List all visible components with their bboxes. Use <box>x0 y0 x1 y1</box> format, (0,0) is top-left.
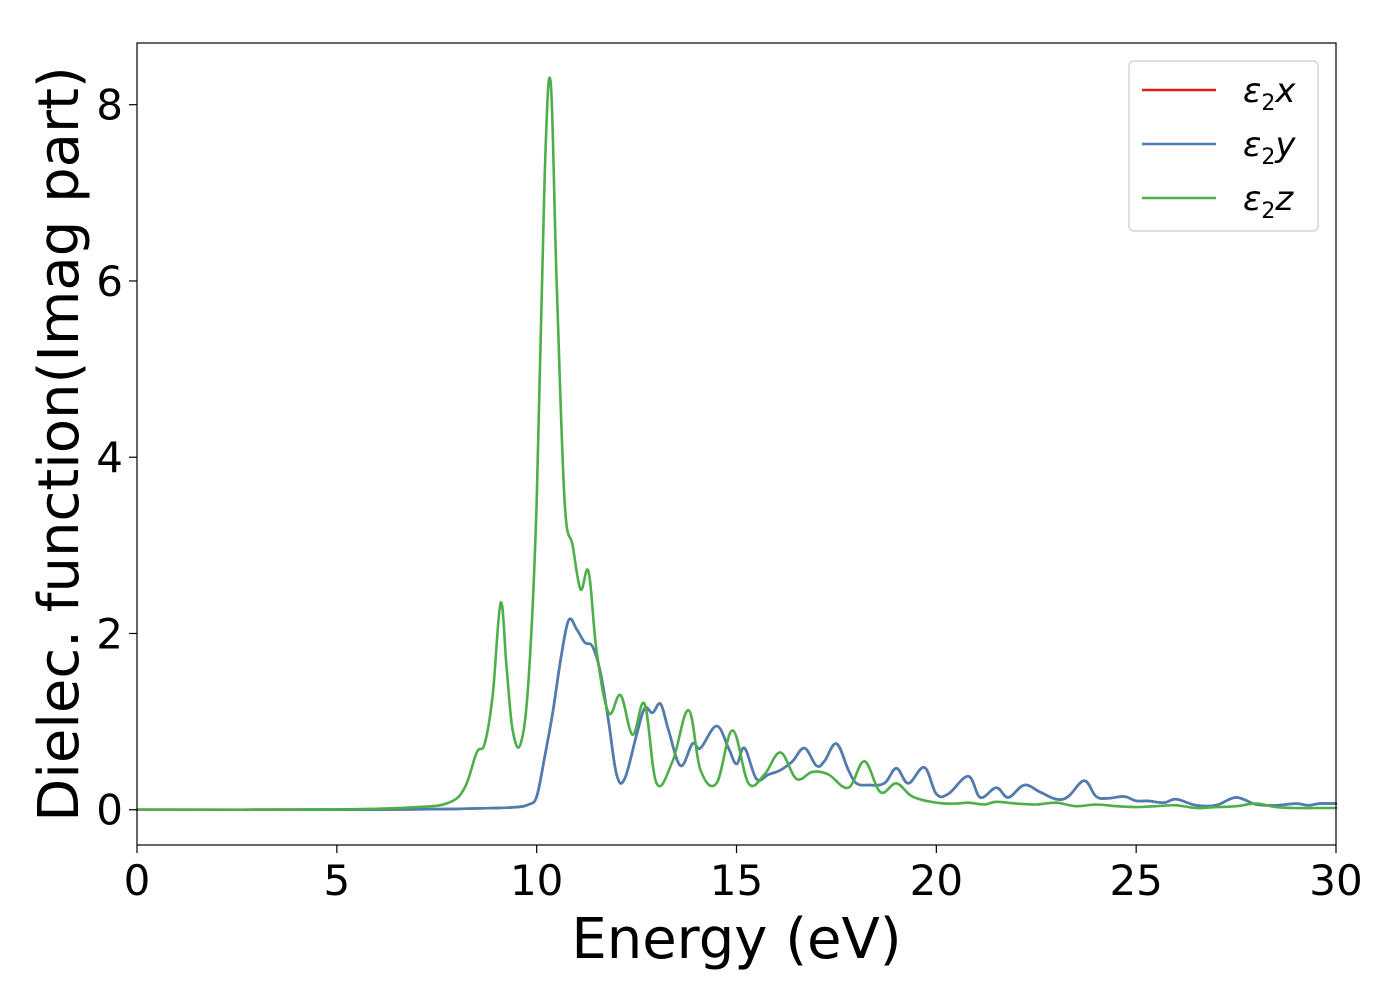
y-tick-label: 8 <box>96 81 123 130</box>
series-line-z <box>135 76 1338 812</box>
series-layer <box>135 76 1338 812</box>
legend-label-z: ε2z <box>1243 179 1294 224</box>
legend-label-y: ε2y <box>1243 125 1296 170</box>
x-tick-label: 5 <box>323 856 350 905</box>
plot-frame <box>136 42 1337 846</box>
y-axis: 0 2 4 6 8 <box>96 81 137 835</box>
x-tick-label: 0 <box>124 856 151 905</box>
x-tick-label: 15 <box>710 856 763 905</box>
y-tick-label: 6 <box>96 257 123 306</box>
legend-box <box>1128 60 1319 232</box>
legend-label-x: ε2x <box>1243 71 1296 116</box>
y-axis-title: Dielec. function(Imag part) <box>27 66 92 822</box>
x-axis: 0 5 10 15 20 25 30 <box>124 845 1363 905</box>
y-tick-label: 4 <box>96 433 123 482</box>
series-line-y <box>135 617 1338 812</box>
y-tick-label: 2 <box>96 609 123 658</box>
x-tick-label: 20 <box>910 856 963 905</box>
x-axis-title: Energy (eV) <box>571 907 901 972</box>
legend: ε2x ε2y ε2z <box>1128 60 1319 232</box>
x-tick-label: 10 <box>510 856 563 905</box>
x-tick-label: 25 <box>1109 856 1162 905</box>
x-tick-label: 30 <box>1309 856 1362 905</box>
y-tick-label: 0 <box>96 786 123 835</box>
